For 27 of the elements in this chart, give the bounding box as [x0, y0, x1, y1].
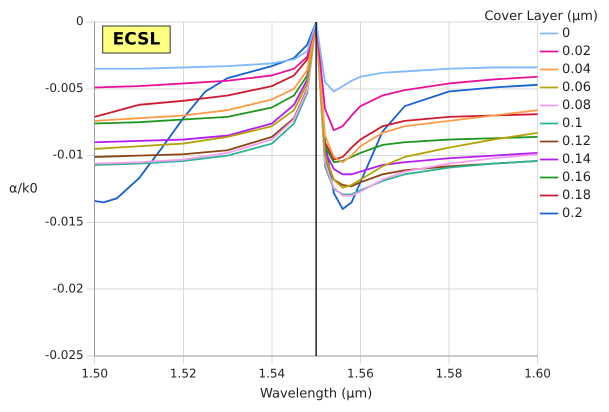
legend-label: 0.1 — [562, 116, 583, 131]
y-tick-label: -0.01 — [52, 148, 84, 162]
annotation: ECSL — [112, 29, 160, 50]
x-tick-label: 1.52 — [170, 366, 197, 380]
x-tick-label: 1.60 — [524, 366, 551, 380]
legend-label: 0 — [562, 26, 570, 41]
y-tick-label: -0.02 — [52, 281, 84, 296]
legend-label: 0.14 — [562, 152, 592, 167]
x-axis-title: Wavelength (µm) — [260, 386, 372, 402]
y-tick-label: -0.005 — [44, 80, 84, 95]
x-tick-label: 1.50 — [81, 366, 108, 380]
legend-label: 0.2 — [562, 206, 583, 221]
y-tick-label: 0 — [76, 14, 84, 28]
y-tick-label: -0.025 — [44, 348, 84, 362]
legend-label: 0.06 — [562, 80, 592, 95]
y-tick-label: -0.015 — [44, 214, 84, 229]
legend-label: 0.04 — [562, 62, 592, 77]
legend-label: 0.08 — [562, 98, 592, 113]
legend-label: 0.12 — [562, 134, 592, 149]
legend-title: Cover Layer (µm) — [484, 8, 598, 24]
legend-label: 0.02 — [562, 44, 592, 59]
x-tick-label: 1.56 — [347, 366, 374, 380]
legend-label: 0.18 — [562, 188, 592, 203]
legend-label: 0.16 — [562, 170, 592, 185]
y-axis-title: α/k0 — [9, 181, 38, 196]
x-tick-label: 1.54 — [258, 366, 286, 380]
x-tick-label: 1.58 — [436, 366, 462, 380]
